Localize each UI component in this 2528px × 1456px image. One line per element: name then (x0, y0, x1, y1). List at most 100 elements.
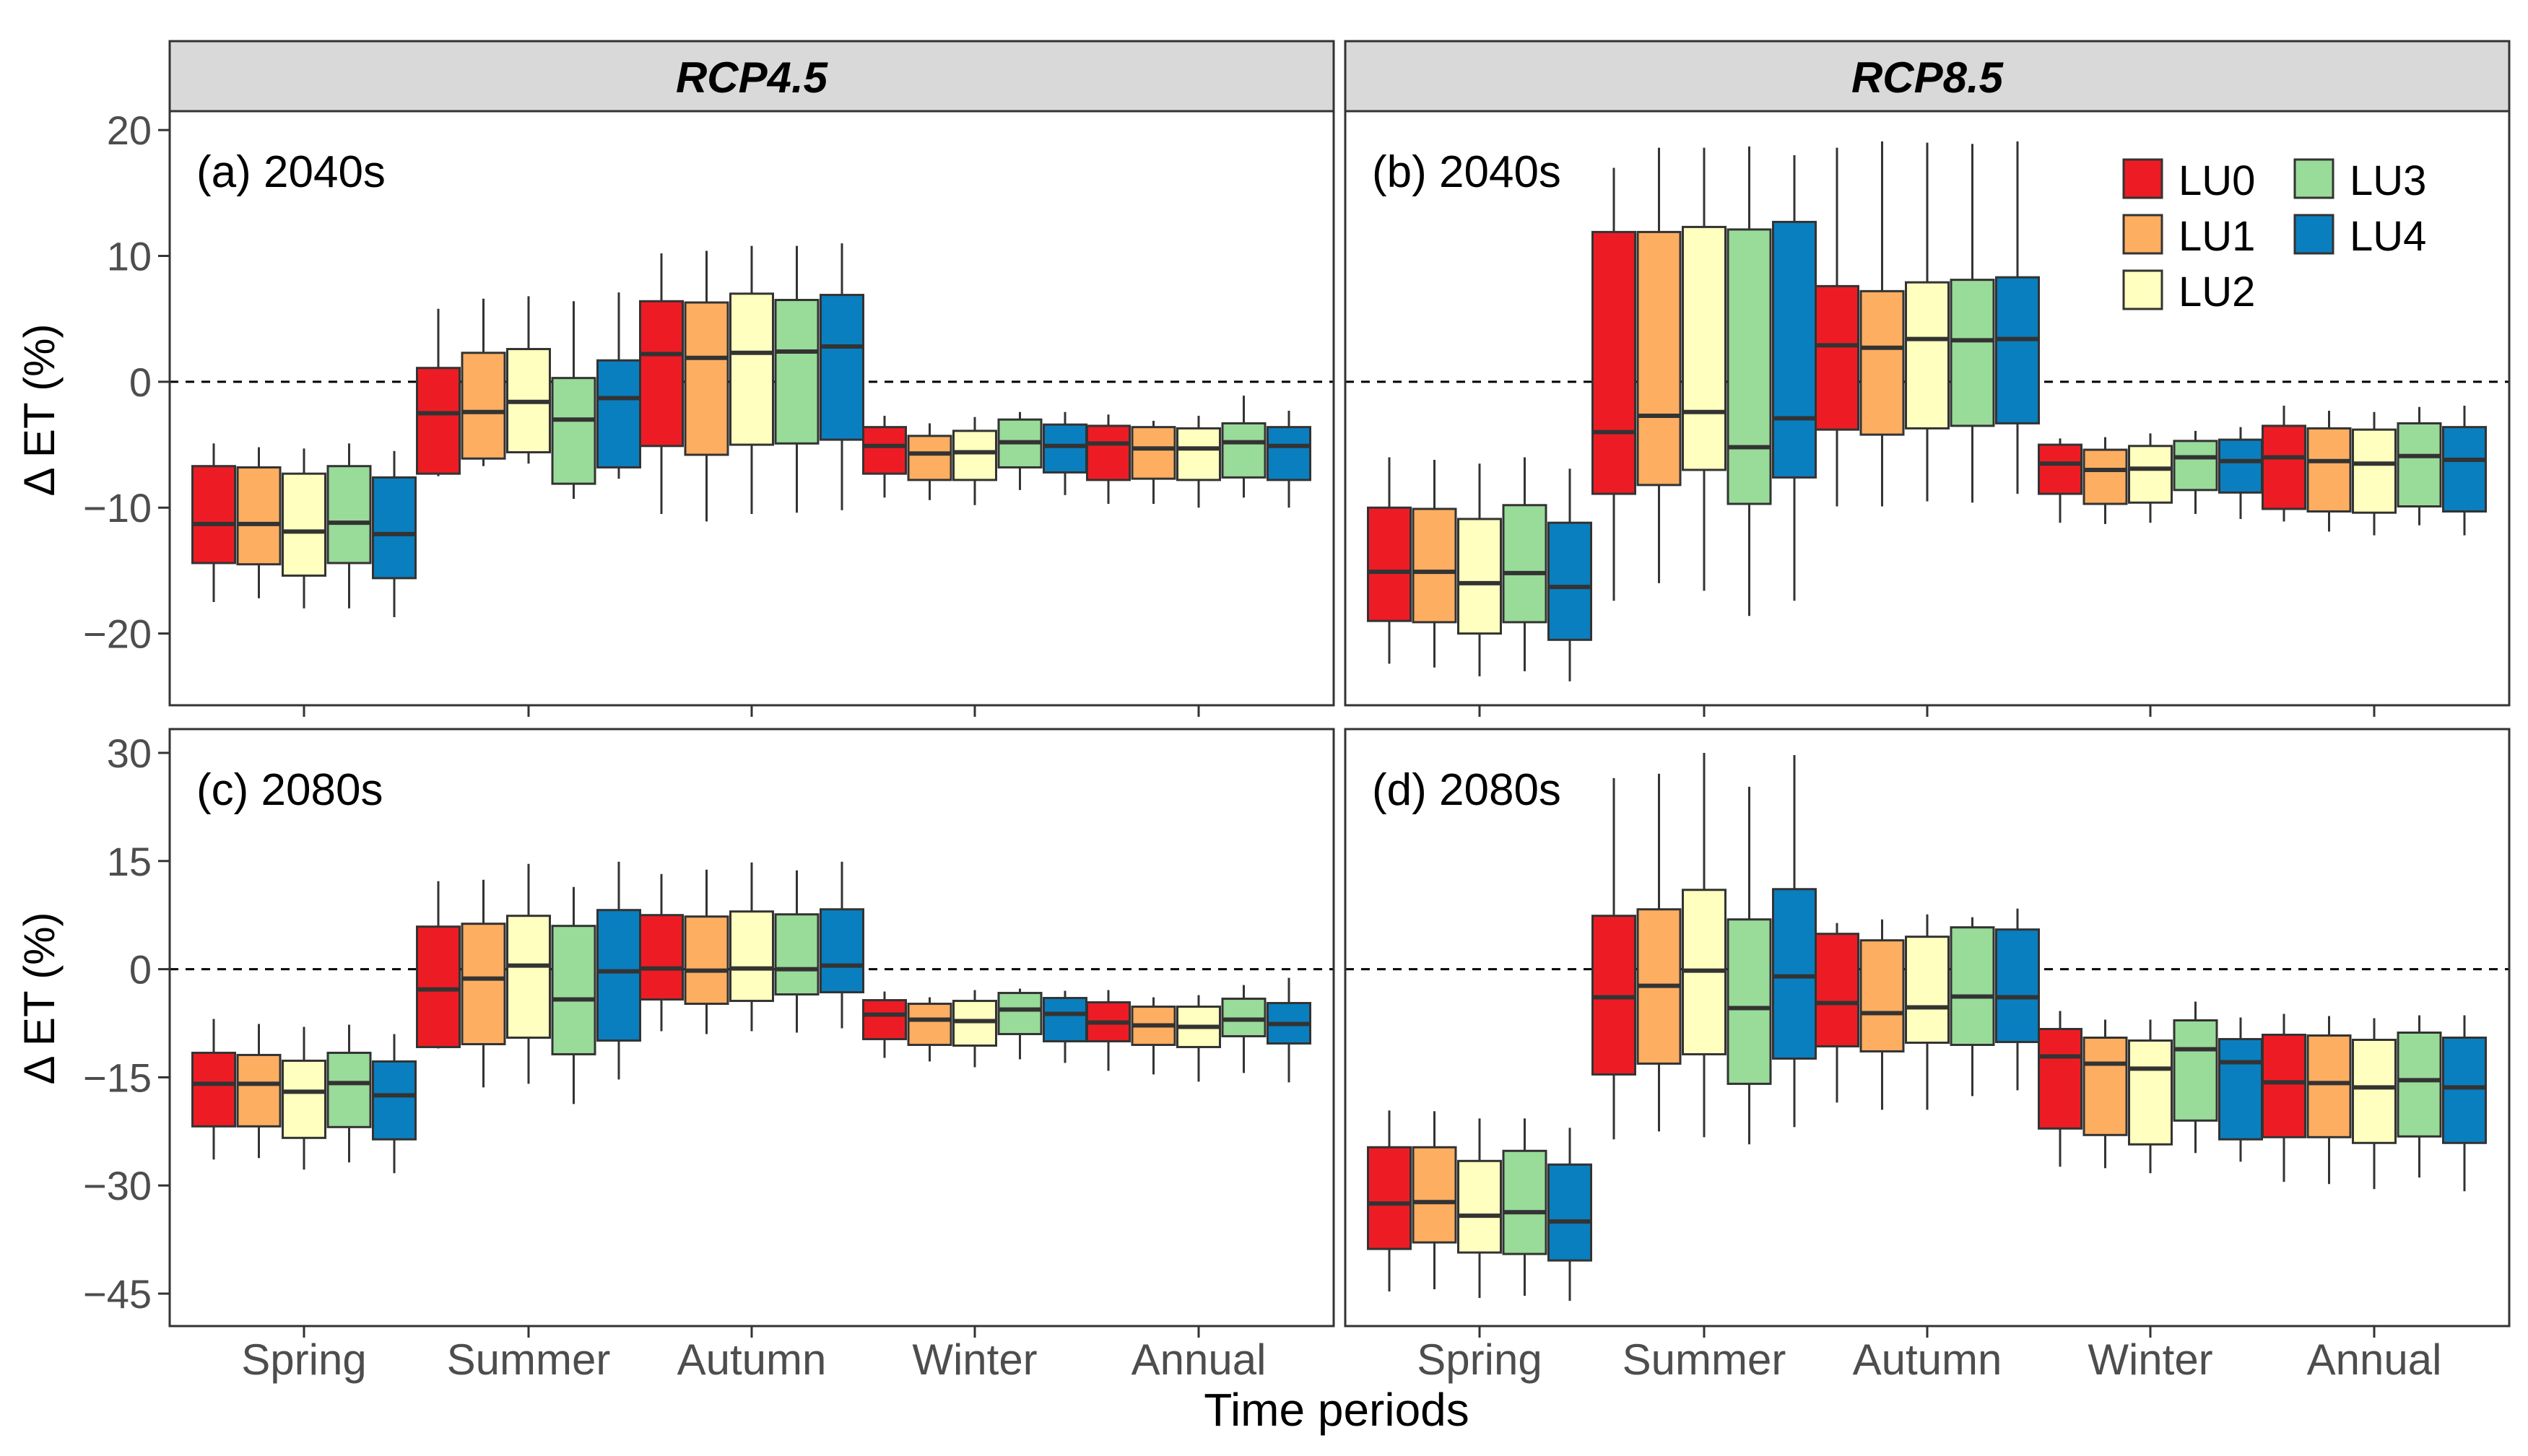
y-axis-title-bottom: Δ ET (%) (15, 912, 64, 1084)
box-lu0 (1086, 424, 1131, 481)
box-lu0 (416, 367, 461, 475)
x-tick-label: Summer (1623, 1335, 1786, 1384)
box-lu1 (907, 435, 952, 481)
legend: LU0 LU1 LU2 LU3 LU4 (2122, 157, 2426, 315)
box-lu4 (1043, 997, 1087, 1042)
legend-key-lu0 (2122, 158, 2163, 199)
box-lu0 (416, 925, 461, 1048)
box-lu4 (1547, 1163, 1592, 1262)
box-lu2 (729, 910, 774, 1003)
box-lu2 (1905, 281, 1950, 430)
legend-label-lu2: LU2 (2179, 269, 2255, 315)
x-tick-label: Annual (2307, 1335, 2442, 1384)
panel: (c) 2080s (168, 728, 1335, 1328)
x-tick-label: Autumn (677, 1335, 827, 1384)
legend-label-lu0: LU0 (2179, 157, 2255, 204)
panel-label: (c) 2080s (196, 765, 383, 815)
box-lu0 (1367, 506, 1412, 622)
box-lu0 (862, 426, 907, 475)
box-lu4 (596, 909, 641, 1042)
box-lu3 (551, 925, 596, 1055)
box-lu2 (2128, 1039, 2173, 1146)
box-lu1 (1131, 426, 1176, 480)
box-lu1 (236, 466, 282, 566)
box-lu4 (596, 359, 641, 468)
box-lu2 (952, 430, 997, 481)
box-lu4 (2442, 1036, 2487, 1144)
y-tick-label: 30 (107, 731, 152, 776)
box-lu2 (1682, 225, 1726, 471)
box-lu4 (1267, 426, 1311, 481)
panel-border (1344, 728, 2511, 1328)
strip-rcp85-background (1344, 40, 2511, 113)
box-lu4 (1043, 423, 1087, 474)
box-lu2 (1457, 518, 1502, 635)
x-axis-title: Time periods (1204, 1384, 1469, 1436)
box-lu3 (1950, 279, 1995, 427)
x-tick-label: Summer (447, 1335, 611, 1384)
y-tick-label: −20 (83, 611, 152, 657)
box-lu1 (461, 923, 506, 1045)
y-tick-label: 10 (107, 234, 152, 279)
x-tick-label: Winter (912, 1335, 1037, 1384)
box-lu2 (729, 292, 774, 446)
box-lu4 (1547, 521, 1592, 641)
box-lu0 (1591, 230, 1636, 495)
box-lu1 (236, 1053, 282, 1128)
y-tick-label: 20 (107, 108, 152, 153)
box-lu3 (1950, 926, 1995, 1046)
y-tick-label: 0 (129, 359, 152, 405)
y-tick-label: −45 (83, 1271, 152, 1317)
panels: −20 −10 0 10 20 −45 −30 −15 0 15 30 Spring Summer Aut… (83, 108, 2511, 1384)
box-lu0 (862, 999, 907, 1040)
box-lu2 (506, 915, 551, 1039)
box-lu2 (1176, 427, 1221, 481)
box-lu3 (774, 299, 820, 445)
box-lu3 (2397, 1031, 2442, 1138)
box-lu0 (2262, 424, 2306, 510)
box-lu2 (2352, 428, 2397, 514)
box-lu0 (191, 1051, 236, 1128)
box-lu4 (1772, 220, 1817, 479)
box-lu2 (2352, 1038, 2397, 1144)
y-axis-title-top: Δ ET (%) (15, 323, 64, 496)
box-lu3 (774, 913, 820, 996)
box-lu3 (2397, 422, 2442, 508)
x-tick-label: Winter (2088, 1335, 2212, 1384)
box-lu0 (2038, 443, 2082, 495)
panel-label: (b) 2040s (1372, 147, 1561, 197)
x-tick-label: Autumn (1853, 1335, 2002, 1384)
box-lu4 (372, 1060, 417, 1141)
box-lu2 (1905, 936, 1950, 1044)
box-lu0 (1815, 933, 1859, 1047)
panel-label: (a) 2040s (196, 147, 386, 197)
box-lu2 (282, 1059, 326, 1139)
box-lu4 (2442, 426, 2487, 513)
panel: (b) 2040s (1344, 110, 2511, 707)
box-lu3 (2173, 1019, 2218, 1122)
panel: (d) 2080s (1344, 728, 2511, 1328)
box-lu0 (2262, 1033, 2306, 1138)
box-lu0 (639, 300, 684, 448)
box-lu3 (1221, 422, 1267, 479)
box-lu2 (2128, 445, 2173, 504)
box-lu1 (2082, 448, 2128, 505)
legend-key-lu2 (2122, 269, 2163, 310)
box-lu3 (1726, 228, 1772, 505)
box-lu1 (1636, 230, 1682, 487)
box-lu3 (2173, 440, 2218, 492)
box-lu4 (820, 294, 864, 441)
box-lu4 (1995, 928, 2040, 1043)
y-tick-label: −10 (83, 485, 152, 531)
box-lu1 (2082, 1036, 2128, 1136)
box-lu0 (1367, 1146, 1412, 1250)
box-lu1 (907, 1003, 952, 1046)
panel-border (168, 728, 1335, 1328)
legend-key-lu4 (2293, 214, 2334, 255)
panel: (a) 2040s (168, 110, 1335, 707)
strip-headers: RCP4.5 RCP8.5 (168, 40, 2511, 113)
box-lu1 (2306, 427, 2352, 513)
strip-title-rcp45: RCP4.5 (676, 53, 829, 102)
x-tick-label: Annual (1131, 1335, 1267, 1384)
